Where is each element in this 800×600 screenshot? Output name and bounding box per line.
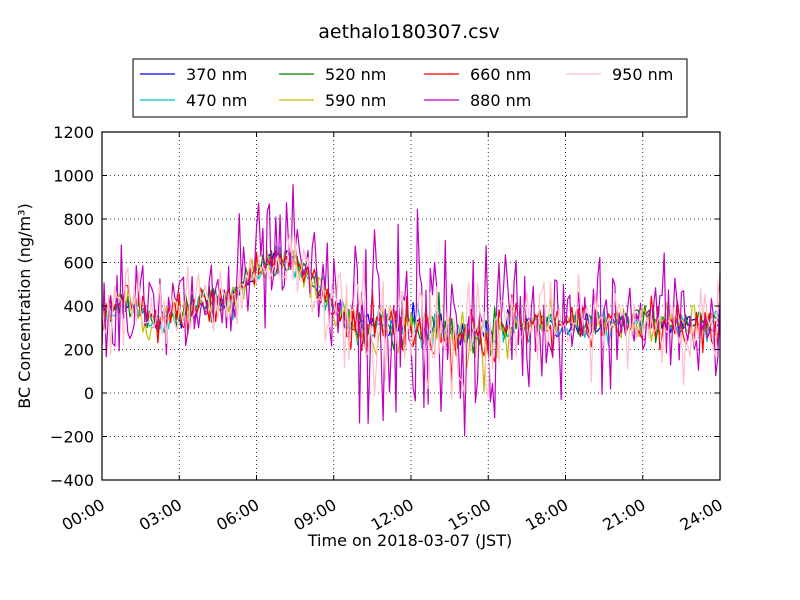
x-axis-label: Time on 2018-03-07 (JST) [307, 531, 512, 550]
legend-label: 590 nm [325, 91, 386, 110]
legend-label: 470 nm [186, 91, 247, 110]
y-tick-label: 400 [63, 297, 94, 316]
y-tick-label: 600 [63, 254, 94, 273]
chart-title: aethalo180307.csv [318, 21, 500, 43]
legend-label: 520 nm [325, 65, 386, 84]
y-tick-label: 1000 [53, 167, 94, 186]
y-tick-label: −200 [50, 428, 94, 447]
y-tick-label: 1200 [53, 123, 94, 142]
legend-label: 950 nm [612, 65, 673, 84]
legend: 370 nm 470 nm 520 nm 590 nm 660 nm 880 nm 950 … [132, 58, 688, 118]
legend-label: 660 nm [470, 65, 531, 84]
legend-label: 880 nm [470, 91, 531, 110]
y-tick-label: 800 [63, 210, 94, 229]
series-line-950-nm [101, 233, 721, 400]
series-line-880-nm [101, 184, 721, 437]
y-axis-label: BC Concentration (ng/m³) [15, 203, 34, 408]
series-lines [101, 184, 721, 437]
legend-box [132, 58, 688, 118]
series-line-470-nm [101, 245, 721, 349]
y-tick-label: 200 [63, 341, 94, 360]
y-tick-label: 0 [84, 384, 94, 403]
y-tick-label: −400 [50, 471, 94, 490]
series-line-660-nm [101, 243, 721, 384]
legend-label: 370 nm [186, 65, 247, 84]
